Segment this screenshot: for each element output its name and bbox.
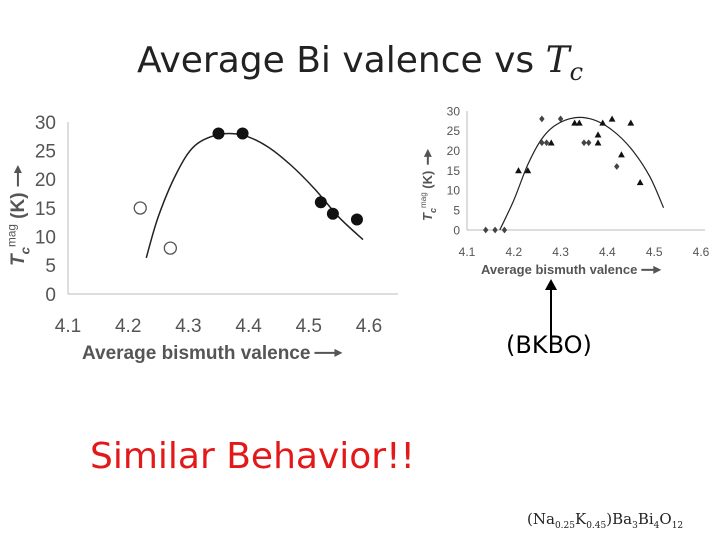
data-point-diamond	[543, 139, 550, 147]
data-point-filled	[326, 207, 339, 220]
data-point-diamond	[585, 139, 592, 147]
formula-na-sub: 0.25	[554, 521, 575, 531]
formula-bi-sub: 4	[653, 521, 660, 531]
x-tick-label: 4.6	[356, 316, 382, 337]
data-point-diamond	[614, 163, 620, 170]
y-tick-label: 10	[447, 184, 461, 198]
y-label-sub: c	[428, 208, 438, 213]
x-tick-label: 4.4	[599, 245, 616, 259]
y-axis-label-text: Tcmag (K)	[419, 171, 438, 221]
x-tick-label: 4.5	[646, 245, 663, 259]
title-tc-subscript: c	[569, 58, 584, 87]
x-tick-label: 4.3	[552, 245, 569, 259]
data-point-diamond	[581, 139, 587, 147]
data-point-triangle	[599, 119, 607, 126]
y-tick-label: 0	[453, 223, 460, 237]
formula-bi: Bi	[637, 510, 654, 528]
x-tick-label: 4.5	[296, 316, 322, 337]
y-label-sub: c	[18, 246, 33, 254]
y-tick-label: 5	[453, 203, 460, 217]
y-tick-label: 20	[35, 170, 56, 191]
y-tick-label: 25	[35, 142, 56, 163]
data-point-triangle	[547, 139, 555, 146]
y-tick-label: 25	[447, 124, 461, 138]
data-point-diamond	[492, 226, 498, 234]
x-axis-arrowhead-icon	[653, 265, 662, 274]
x-tick-label: 4.1	[459, 245, 476, 259]
formula-k-sub: 0.45	[586, 521, 607, 531]
y-tick-label: 5	[45, 256, 56, 277]
y-tick-label: 15	[447, 164, 461, 178]
x-tick-label: 4.2	[115, 316, 141, 337]
formula-o-sub: 12	[671, 521, 684, 531]
data-point-open	[163, 241, 177, 255]
data-point-filled	[212, 127, 225, 140]
data-point-filled	[350, 213, 363, 226]
data-point-triangle	[571, 119, 579, 126]
y-axis-label: Tcmag (K)	[419, 148, 438, 221]
y-label-sup: mag	[419, 192, 428, 208]
y-axis-arrowhead-icon	[423, 148, 432, 157]
data-point-triangle	[524, 167, 532, 174]
y-label-t: T	[8, 253, 29, 266]
x-tick-label: 4.4	[235, 316, 262, 337]
fit-curve	[499, 116, 665, 231]
data-point-diamond	[539, 139, 545, 147]
data-point-triangle	[627, 119, 635, 126]
title-tc-symbol: Tc	[545, 40, 583, 86]
data-point-open	[133, 201, 147, 215]
formula-k: K	[574, 510, 587, 528]
formula-open: (	[527, 510, 533, 528]
y-axis-label: Tcmag (K)	[5, 165, 33, 266]
x-tick-label: 4.2	[505, 245, 522, 259]
data-point-diamond	[557, 115, 564, 123]
title-text: Average Bi valence vs	[136, 40, 546, 81]
y-tick-label: 20	[447, 144, 461, 158]
x-tick-label: 4.3	[175, 316, 201, 337]
x-tick-label: 4.1	[55, 316, 81, 337]
y-tick-label: 30	[447, 104, 461, 118]
slide-title: Average Bi valence vs Tc	[0, 40, 720, 86]
y-label-t: T	[420, 212, 435, 221]
y-tick-label: 0	[45, 285, 56, 306]
similar-behavior-note: Similar Behavior!!	[90, 436, 415, 477]
y-tick-label: 10	[35, 228, 56, 249]
data-point-triangle	[618, 151, 625, 158]
title-tc-letter: T	[545, 40, 570, 81]
formula-o: O	[659, 510, 672, 528]
y-label-unit: (K)	[420, 171, 435, 193]
data-point-triangle	[575, 119, 583, 126]
formula-ba: )Ba	[606, 510, 633, 528]
x-axis-arrowhead-icon	[334, 348, 343, 357]
data-point-triangle	[636, 179, 644, 186]
bkbo-caption: (BKBO)	[506, 331, 592, 359]
data-point-triangle	[594, 131, 602, 138]
compound-formula: (Na0.25K0.45)Ba3Bi4O12	[527, 510, 683, 531]
y-tick-label: 30	[35, 113, 56, 134]
data-point-diamond	[483, 226, 489, 234]
formula-ba-sub: 3	[632, 521, 638, 531]
y-label-unit: (K)	[8, 192, 29, 224]
x-axis-label: Average bismuth valence	[82, 343, 310, 364]
x-axis-label: Average bismuth valence	[481, 262, 637, 277]
data-point-filled	[236, 127, 249, 140]
data-point-filled	[314, 196, 327, 209]
x-tick-label: 4.6	[693, 245, 710, 259]
formula-na: Na	[532, 510, 555, 528]
data-point-diamond	[539, 115, 545, 123]
data-point-triangle	[515, 167, 522, 174]
y-tick-label: 15	[35, 199, 56, 220]
y-axis-arrowhead-icon	[13, 165, 22, 174]
data-point-triangle	[594, 139, 602, 146]
data-point-triangle	[608, 115, 616, 122]
data-point-diamond	[501, 226, 508, 234]
y-axis-label-text: Tcmag (K)	[5, 192, 32, 266]
y-label-sup: mag	[5, 224, 18, 247]
